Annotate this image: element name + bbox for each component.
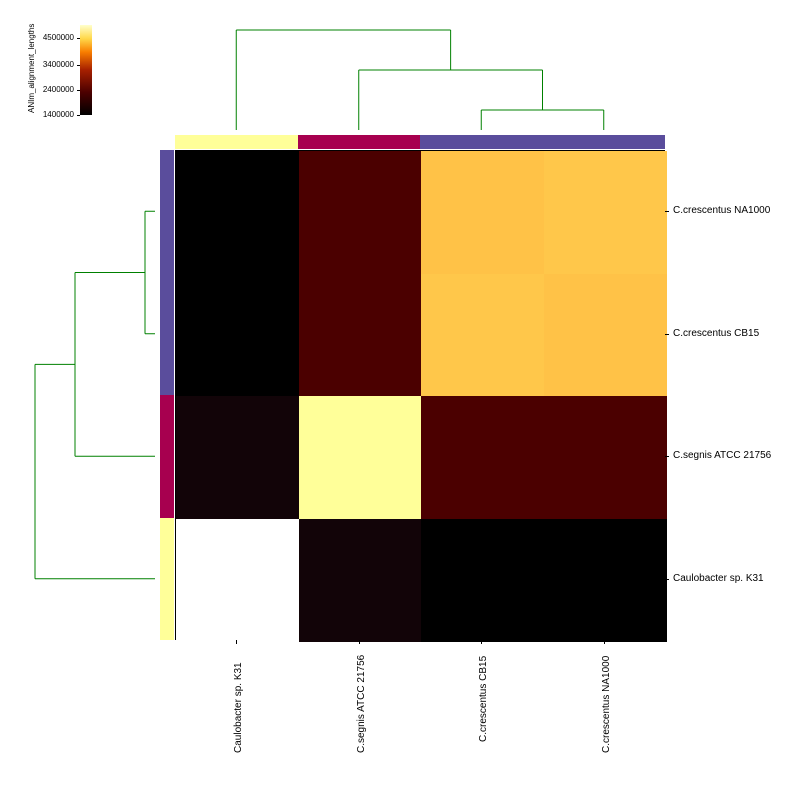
heatmap-cell bbox=[176, 519, 299, 642]
row-color-cell bbox=[160, 518, 174, 641]
heatmap-cell bbox=[299, 396, 422, 519]
col-color-cell bbox=[298, 135, 421, 149]
heatmap-cell bbox=[299, 151, 422, 274]
colorbar-tick bbox=[77, 90, 80, 91]
heatmap-cell bbox=[544, 274, 667, 397]
heatmap-cell bbox=[176, 396, 299, 519]
heatmap bbox=[175, 150, 665, 640]
heatmap-cell bbox=[421, 151, 544, 274]
col-color-cell bbox=[175, 135, 298, 149]
heatmap-cell bbox=[299, 519, 422, 642]
row-tick bbox=[665, 211, 669, 212]
row-color-cell bbox=[160, 395, 174, 518]
colorbar-title: ANIm_alignment_lengths bbox=[27, 24, 36, 113]
row-tick bbox=[665, 579, 669, 580]
row-label: Caulobacter sp. K31 bbox=[673, 573, 764, 584]
colorbar-tick bbox=[77, 38, 80, 39]
col-label: Caulobacter sp. K31 bbox=[233, 662, 244, 753]
col-color-cell bbox=[543, 135, 666, 149]
colorbar-tick-label: 3400000 bbox=[32, 60, 74, 69]
col-tick bbox=[604, 640, 605, 644]
row-color-cell bbox=[160, 273, 174, 396]
colorbar-tick-label: 4500000 bbox=[32, 33, 74, 42]
heatmap-cell bbox=[421, 396, 544, 519]
heatmap-cell bbox=[544, 519, 667, 642]
row-tick bbox=[665, 456, 669, 457]
row-label: C.crescentus NA1000 bbox=[673, 205, 770, 216]
col-label: C.crescentus CB15 bbox=[478, 655, 489, 741]
colorbar-tick bbox=[77, 115, 80, 116]
heatmap-cell bbox=[544, 151, 667, 274]
heatmap-cell bbox=[421, 274, 544, 397]
colorbar-tick-label: 1400000 bbox=[32, 110, 74, 119]
col-tick bbox=[236, 640, 237, 644]
colorbar-gradient bbox=[80, 25, 92, 115]
row-color-cell bbox=[160, 150, 174, 273]
row-label: C.segnis ATCC 21756 bbox=[673, 450, 771, 461]
column-color-strip bbox=[175, 135, 665, 149]
heatmap-cell bbox=[421, 519, 544, 642]
row-label: C.crescentus CB15 bbox=[673, 328, 759, 339]
heatmap-cell bbox=[299, 274, 422, 397]
colorbar-tick bbox=[77, 65, 80, 66]
row-tick bbox=[665, 334, 669, 335]
row-color-strip bbox=[160, 150, 174, 640]
dendrogram-left bbox=[20, 150, 155, 640]
dendrogram-top bbox=[175, 20, 665, 130]
col-color-cell bbox=[420, 135, 543, 149]
colorbar-tick-label: 2400000 bbox=[32, 85, 74, 94]
col-tick bbox=[481, 640, 482, 644]
col-tick bbox=[359, 640, 360, 644]
col-label: C.segnis ATCC 21756 bbox=[356, 654, 367, 752]
heatmap-cell bbox=[544, 396, 667, 519]
col-label: C.crescentus NA1000 bbox=[601, 655, 612, 752]
heatmap-cell bbox=[176, 274, 299, 397]
heatmap-cell bbox=[176, 151, 299, 274]
